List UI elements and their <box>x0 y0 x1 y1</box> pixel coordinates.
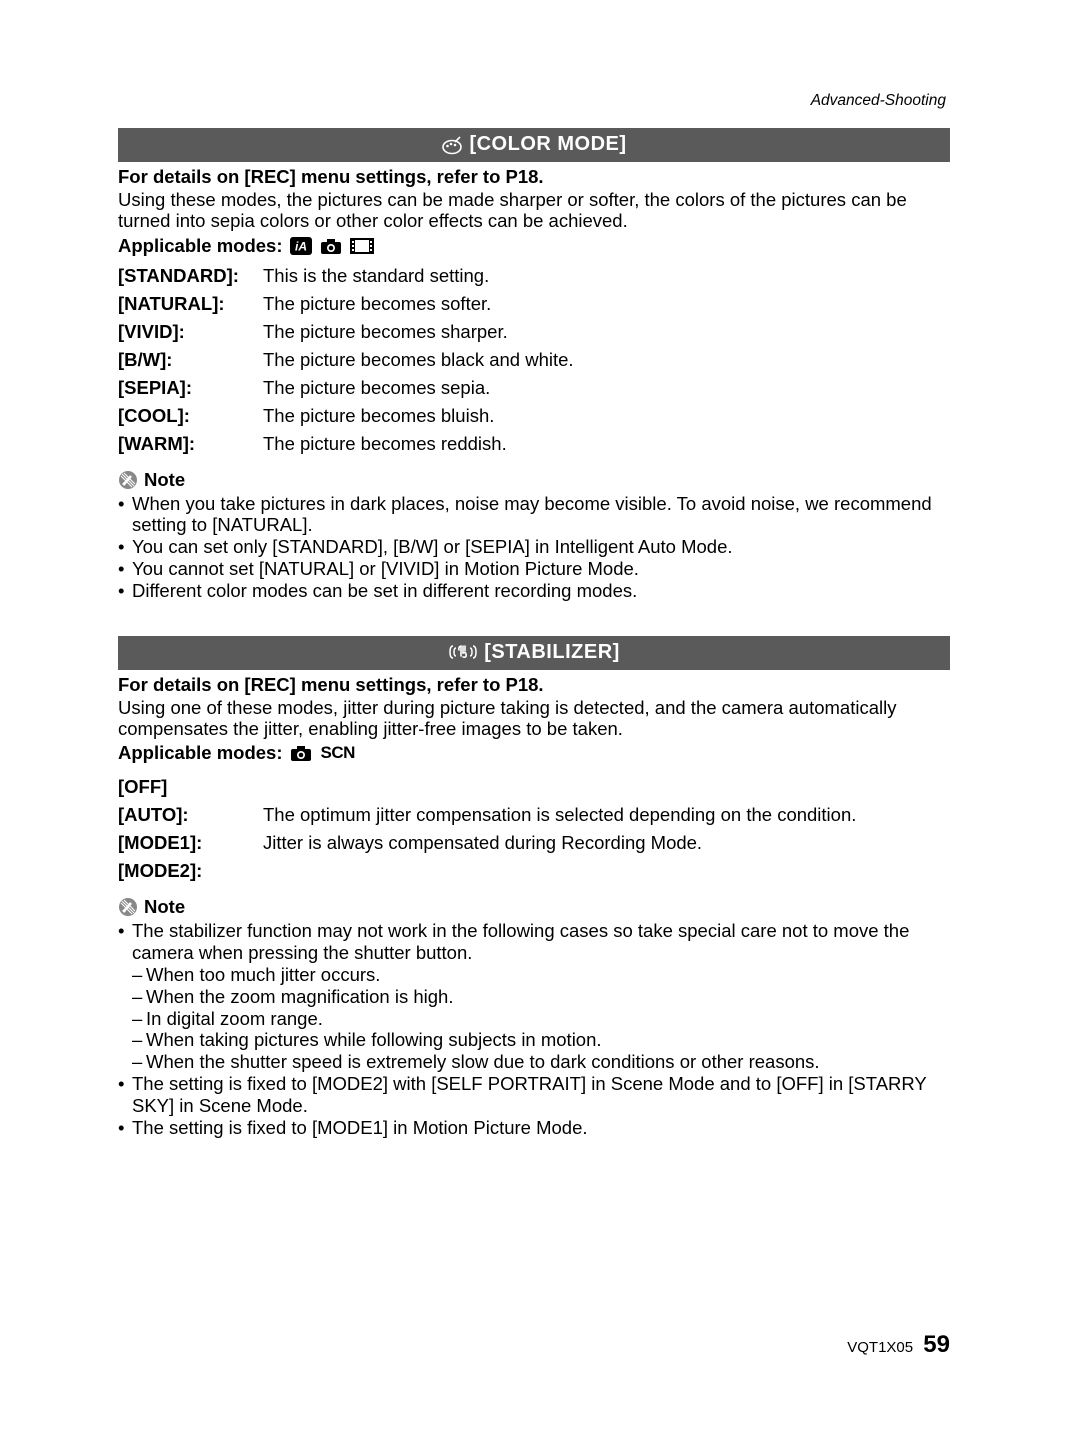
section-header-color-mode: [COLOR MODE] <box>118 128 950 162</box>
note-item: When you take pictures in dark places, n… <box>118 493 950 537</box>
def-row: [VIVID]:The picture becomes sharper. <box>118 321 950 343</box>
camera-mode-icon <box>290 744 312 762</box>
ia-mode-icon: iA <box>290 237 312 255</box>
def-key: [MODE1]: <box>118 832 263 854</box>
camera-mode-icon <box>320 237 342 255</box>
note-label: Note <box>144 469 185 491</box>
stabilizer-definitions: [AUTO]:The optimum jitter compensation i… <box>118 804 950 882</box>
note-icon <box>118 470 138 490</box>
page-footer: VQT1X05 59 <box>847 1331 950 1359</box>
palette-icon <box>441 135 463 155</box>
def-row: [MODE1]:Jitter is always compensated dur… <box>118 832 950 854</box>
section-header-stabilizer: [STABILIZER] <box>118 636 950 670</box>
def-row: [NATURAL]:The picture becomes softer. <box>118 293 950 315</box>
manual-page: Advanced-Shooting [COLOR MODE] For detai… <box>0 0 1080 1198</box>
def-val: The picture becomes softer. <box>263 293 491 315</box>
note-item: The setting is fixed to [MODE1] in Motio… <box>118 1117 950 1139</box>
note-list: The stabilizer function may not work in … <box>118 920 950 1138</box>
def-val: The picture becomes reddish. <box>263 433 507 455</box>
note-item: The stabilizer function may not work in … <box>118 920 950 1073</box>
note-item: You cannot set [NATURAL] or [VIVID] in M… <box>118 558 950 580</box>
applicable-modes-label: Applicable modes: <box>118 742 282 764</box>
def-key: [STANDARD]: <box>118 265 263 287</box>
note-subitem: When the shutter speed is extremely slow… <box>132 1051 950 1073</box>
note-subitem: When too much jitter occurs. <box>132 964 950 986</box>
def-key: [COOL]: <box>118 405 263 427</box>
def-val: The picture becomes black and white. <box>263 349 574 371</box>
note-heading: Note <box>118 896 950 918</box>
stabilizer-icon <box>448 642 478 662</box>
body-text: Using one of these modes, jitter during … <box>118 697 950 740</box>
page-number: 59 <box>923 1331 950 1358</box>
def-row: [COOL]:The picture becomes bluish. <box>118 405 950 427</box>
def-key: [VIVID]: <box>118 321 263 343</box>
def-row: [AUTO]:The optimum jitter compensation i… <box>118 804 950 826</box>
off-label: [OFF] <box>118 776 950 798</box>
def-key: [MODE2]: <box>118 860 263 882</box>
def-row: [MODE2]: <box>118 860 950 882</box>
applicable-modes-label: Applicable modes: <box>118 235 282 257</box>
def-row: [WARM]:The picture becomes reddish. <box>118 433 950 455</box>
note-label: Note <box>144 896 185 918</box>
svg-text:iA: iA <box>295 239 307 253</box>
color-mode-definitions: [STANDARD]:This is the standard setting.… <box>118 265 950 455</box>
note-sublist: When too much jitter occurs. When the zo… <box>132 964 950 1073</box>
def-key: [WARM]: <box>118 433 263 455</box>
note-item: Different color modes can be set in diff… <box>118 580 950 602</box>
def-key: [NATURAL]: <box>118 293 263 315</box>
applicable-modes-row: Applicable modes: iA <box>118 235 950 257</box>
def-val: This is the standard setting. <box>263 265 489 287</box>
def-val: The picture becomes sharper. <box>263 321 508 343</box>
breadcrumb: Advanced-Shooting <box>118 92 950 110</box>
subheading: For details on [REC] menu settings, refe… <box>118 674 950 696</box>
doc-code: VQT1X05 <box>847 1339 913 1356</box>
def-val: The picture becomes sepia. <box>263 377 490 399</box>
note-item-text: The stabilizer function may not work in … <box>132 920 909 963</box>
section-title: [COLOR MODE] <box>469 133 626 156</box>
def-val: The optimum jitter compensation is selec… <box>263 804 856 826</box>
def-key: [AUTO]: <box>118 804 263 826</box>
applicable-modes-row: Applicable modes: SCN <box>118 742 950 764</box>
note-subitem: When taking pictures while following sub… <box>132 1029 950 1051</box>
note-item: You can set only [STANDARD], [B/W] or [S… <box>118 536 950 558</box>
body-text: Using these modes, the pictures can be m… <box>118 189 950 232</box>
scn-mode-icon: SCN <box>320 743 354 763</box>
def-key: [B/W]: <box>118 349 263 371</box>
def-val: Jitter is always compensated during Reco… <box>263 832 702 854</box>
note-item: The setting is fixed to [MODE2] with [SE… <box>118 1073 950 1117</box>
note-list: When you take pictures in dark places, n… <box>118 493 950 602</box>
note-icon <box>118 897 138 917</box>
def-row: [STANDARD]:This is the standard setting. <box>118 265 950 287</box>
def-val: The picture becomes bluish. <box>263 405 494 427</box>
note-heading: Note <box>118 469 950 491</box>
def-row: [SEPIA]:The picture becomes sepia. <box>118 377 950 399</box>
def-row: [B/W]:The picture becomes black and whit… <box>118 349 950 371</box>
section-title: [STABILIZER] <box>484 641 620 664</box>
subheading: For details on [REC] menu settings, refe… <box>118 166 950 188</box>
def-key: [SEPIA]: <box>118 377 263 399</box>
movie-mode-icon <box>350 237 374 255</box>
note-subitem: When the zoom magnification is high. <box>132 986 950 1008</box>
note-subitem: In digital zoom range. <box>132 1008 950 1030</box>
